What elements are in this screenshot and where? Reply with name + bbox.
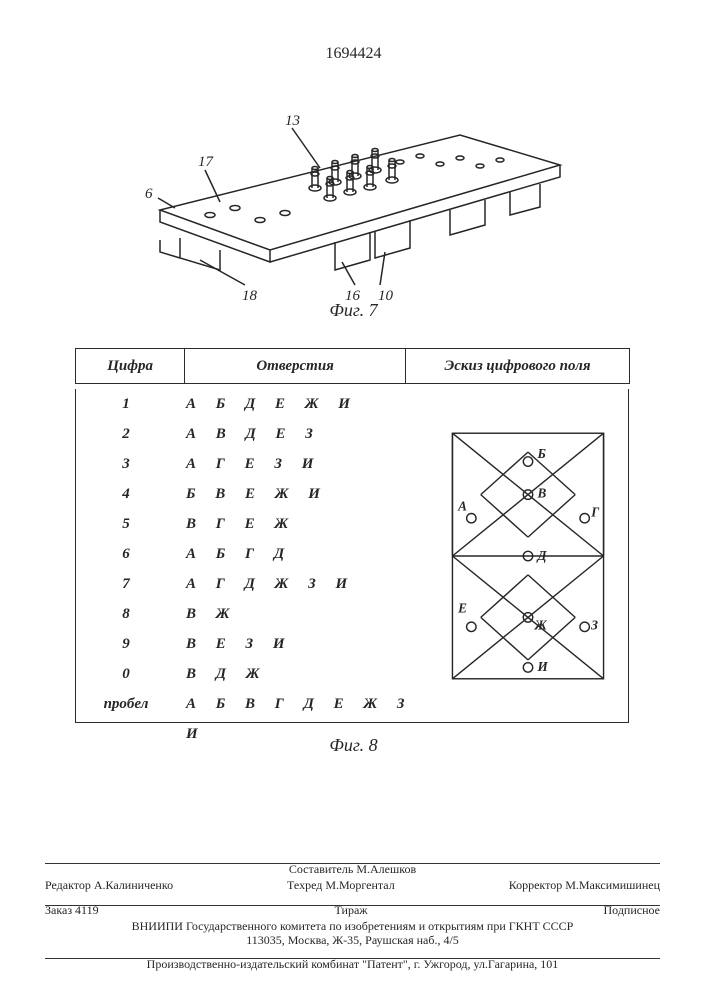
fig7-drawing: 13 17 6 18 16 10 <box>120 90 580 310</box>
digit-cell: 7 <box>76 569 176 599</box>
fig8-table-header: Цифра Отверстия Эскиз цифрового поля <box>75 348 630 384</box>
fig7-label-6: 6 <box>145 186 153 202</box>
holes-cell: А Б В Г Д Е Ж З И <box>186 689 426 719</box>
sk-A: А <box>457 498 467 513</box>
th-digit: Цифра <box>76 349 185 384</box>
printer: Производственно-издательский комбинат "П… <box>45 957 660 972</box>
digit-cell: 6 <box>76 539 176 569</box>
tirazh: Тираж <box>335 903 368 918</box>
corrector: Корректор М.Максимишинец <box>509 878 660 893</box>
sk-I: И <box>536 659 548 674</box>
fig7-label-18: 18 <box>242 288 258 304</box>
holes-cell: Б В Е Ж И <box>186 479 426 509</box>
sk-D: Д <box>536 547 547 562</box>
fig7-label-10: 10 <box>378 288 394 304</box>
holes-cell: В Е З И <box>186 629 426 659</box>
digit-cell: 4 <box>76 479 176 509</box>
holes-cell: А В Д Е З <box>186 419 426 449</box>
th-holes: Отверстия <box>185 349 406 384</box>
sk-E: Е <box>457 600 467 615</box>
order-row: Заказ 4119 Тираж Подписное <box>45 903 660 918</box>
org1: ВНИИПИ Государственного комитета по изоб… <box>45 919 660 934</box>
digit-cell: 2 <box>76 419 176 449</box>
sk-ZH: Ж <box>534 617 548 632</box>
org2: 113035, Москва, Ж-35, Раушская наб., 4/5 <box>45 933 660 948</box>
holes-cell: А Б Г Д <box>186 539 426 569</box>
holes-cell: В Ж <box>186 599 426 629</box>
page-number: 1694424 <box>326 45 382 63</box>
holes-cell: А Г Е З И <box>186 449 426 479</box>
holes-cell: А Б Д Е Ж И <box>186 389 426 419</box>
fig8-caption: Фиг. 8 <box>329 735 377 756</box>
fig7-label-13: 13 <box>285 113 300 129</box>
sketch-column: Б В А Г Д Е Ж З И <box>428 389 628 722</box>
digit-cell: 3 <box>76 449 176 479</box>
editor: Редактор А.Калиниченко <box>45 878 173 893</box>
digit-cell: пробел <box>76 689 176 719</box>
holes-cell: В Г Е Ж <box>186 509 426 539</box>
sk-V: В <box>536 485 546 500</box>
sk-Z: З <box>590 617 598 632</box>
holes-cell: В Д Ж <box>186 659 426 689</box>
subscr: Подписное <box>604 903 661 918</box>
digit-column: 1 2 3 4 5 6 7 8 9 0 пробел <box>76 389 176 722</box>
fig8-table-body: 1 2 3 4 5 6 7 8 9 0 пробел А Б Д Е Ж И А… <box>75 389 629 723</box>
th-sketch: Эскиз цифрового поля <box>406 349 630 384</box>
holes-cell: А Г Д Ж З И <box>186 569 426 599</box>
sketch-svg: Б В А Г Д Е Ж З И <box>443 411 613 701</box>
digit-cell: 0 <box>76 659 176 689</box>
sk-B: Б <box>536 445 546 460</box>
credits-row: Редактор А.Калиниченко Техред М.Моргента… <box>45 878 660 893</box>
digit-cell: 9 <box>76 629 176 659</box>
order: Заказ 4119 <box>45 903 99 918</box>
digit-cell: 5 <box>76 509 176 539</box>
techred: Техред М.Моргентал <box>287 878 395 893</box>
sk-G: Г <box>590 504 600 519</box>
composer-line: Составитель М.Алешков <box>45 862 660 877</box>
fig7-label-17: 17 <box>198 154 215 170</box>
fig7-caption: Фиг. 7 <box>329 300 377 321</box>
digit-cell: 8 <box>76 599 176 629</box>
digit-cell: 1 <box>76 389 176 419</box>
holes-column: А Б Д Е Ж И А В Д Е З А Г Е З И Б В Е Ж … <box>186 389 426 722</box>
